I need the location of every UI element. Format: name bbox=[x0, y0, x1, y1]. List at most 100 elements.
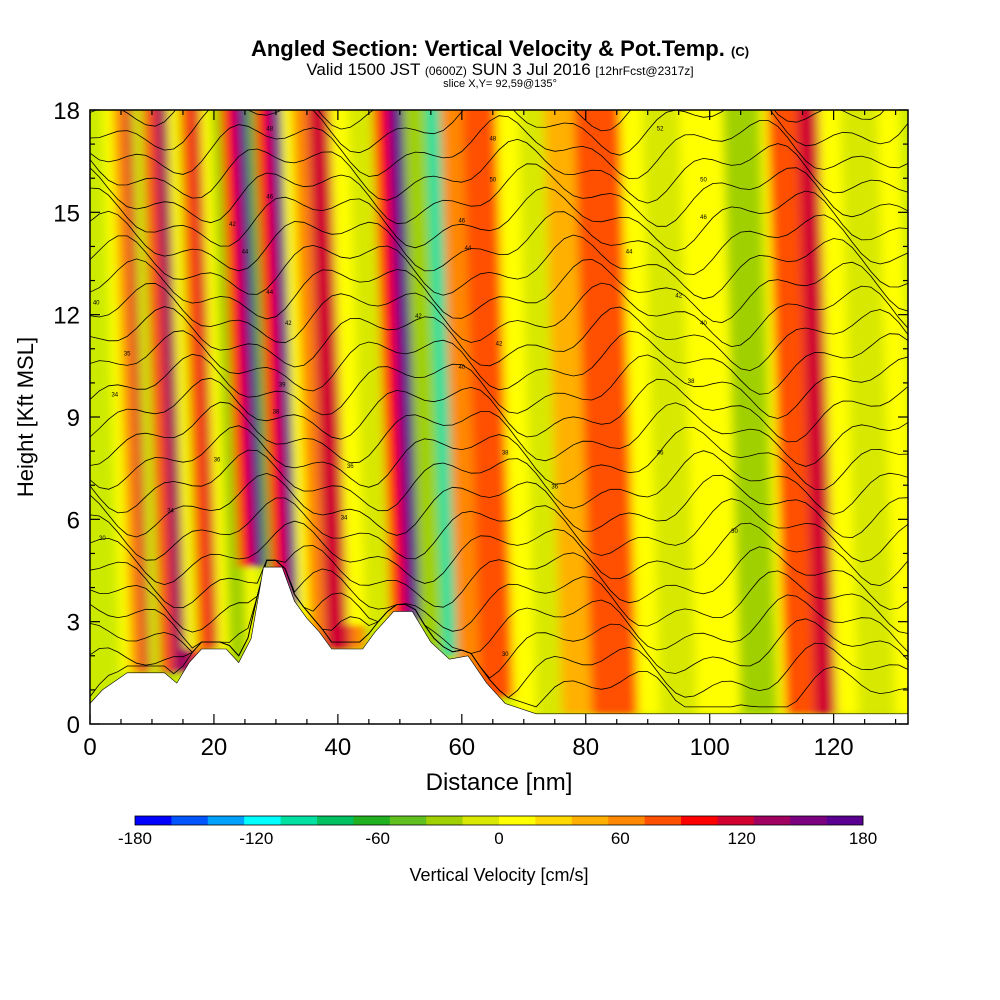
colorbar-segment bbox=[499, 816, 536, 825]
colorbar bbox=[134, 815, 864, 826]
theta-contour bbox=[90, 449, 908, 515]
x-tick-label: 120 bbox=[814, 734, 854, 761]
colorbar-tick-labels: -180 -120 -60 0 60 120 180 bbox=[118, 829, 877, 848]
colorbar-segment bbox=[280, 816, 318, 825]
y-tick-label: 3 bbox=[67, 610, 80, 637]
colorbar-label: Vertical Velocity [cm/s] bbox=[409, 865, 588, 885]
theta-contour bbox=[90, 353, 908, 419]
theta-contour bbox=[90, 115, 908, 180]
theta-contour bbox=[90, 163, 908, 227]
theta-contour bbox=[90, 545, 908, 610]
contour-label: 36 bbox=[214, 457, 221, 463]
x-tick-label: 80 bbox=[572, 734, 599, 761]
colorbar-segment bbox=[790, 816, 827, 825]
contour-label: 44 bbox=[242, 249, 249, 255]
theta-contour bbox=[90, 210, 908, 275]
colorbar-tick-label: 180 bbox=[849, 829, 877, 848]
x-axis-label: Distance [nm] bbox=[426, 769, 573, 796]
contour-label: 40 bbox=[93, 300, 100, 306]
colorbar-segment bbox=[644, 816, 682, 825]
contour-label: 34 bbox=[167, 509, 174, 515]
colorbar-segment bbox=[608, 816, 645, 825]
contour-label: 34 bbox=[111, 393, 118, 399]
colorbar-segment bbox=[207, 816, 245, 825]
theta-contour bbox=[90, 330, 908, 395]
theta-contours bbox=[90, 110, 908, 708]
contour-labels: 40 35 34 30 34 36 42 44 48 46 44 42 39 38 36 34 42 40 42 46… bbox=[93, 126, 739, 657]
theta-contour bbox=[90, 258, 908, 324]
colorbar-segment bbox=[571, 816, 609, 825]
x-tick-label: 100 bbox=[690, 734, 730, 761]
colorbar-tick-label: 60 bbox=[611, 829, 630, 848]
velocity-band bbox=[642, 110, 698, 714]
theta-contour bbox=[90, 186, 908, 252]
colorbar-tick-label: 0 bbox=[494, 829, 503, 848]
velocity-band bbox=[722, 110, 778, 714]
contour-label: 30 bbox=[731, 529, 738, 535]
theta-contour bbox=[90, 306, 908, 372]
y-tick-label: 12 bbox=[53, 303, 80, 330]
contour-label: 42 bbox=[229, 222, 236, 228]
y-tick-label: 6 bbox=[67, 507, 80, 534]
y-tick-labels: 0 3 6 9 12 15 18 bbox=[53, 98, 80, 739]
chart-subtitle: Valid 1500 JST (0600Z) SUN 3 Jul 2016 [1… bbox=[306, 60, 694, 79]
x-tick-label: 20 bbox=[201, 734, 228, 761]
theta-contour bbox=[90, 472, 908, 539]
colorbar-segment bbox=[753, 816, 791, 825]
x-tick-label: 40 bbox=[325, 734, 352, 761]
x-tick-labels: 0 20 40 60 80 100 120 bbox=[83, 734, 853, 761]
terrain bbox=[90, 566, 908, 724]
velocity-band bbox=[840, 110, 896, 714]
y-tick-label: 9 bbox=[67, 405, 80, 432]
velocity-bands bbox=[102, 110, 908, 714]
colorbar-segment bbox=[353, 816, 391, 825]
contour-label: 38 bbox=[688, 379, 695, 385]
slice-info: slice X,Y= 92,59@135° bbox=[443, 78, 557, 90]
contour-label: 36 bbox=[551, 485, 558, 491]
contour-label: 38 bbox=[502, 451, 509, 457]
contour-label: 44 bbox=[266, 290, 273, 296]
chart-title: Angled Section: Vertical Velocity & Pot.… bbox=[250, 36, 750, 61]
colorbar-segment bbox=[244, 816, 281, 825]
contour-label: 46 bbox=[458, 219, 465, 225]
y-tick-label: 18 bbox=[53, 98, 80, 125]
contour-label: 52 bbox=[657, 126, 664, 132]
colorbar-segment bbox=[462, 816, 500, 825]
contour-label: 48 bbox=[266, 126, 273, 132]
colorbar-segment bbox=[826, 816, 864, 825]
colorbar-tick-label: 120 bbox=[728, 829, 756, 848]
colorbar-segment bbox=[317, 816, 354, 825]
x-tick-label: 0 bbox=[83, 734, 96, 761]
contour-label: 42 bbox=[285, 321, 292, 327]
y-axis-label: Height [Kft MSL] bbox=[13, 337, 38, 497]
contour-label: 40 bbox=[458, 365, 465, 371]
theta-contour bbox=[90, 234, 908, 300]
colorbar-tick-label: -180 bbox=[118, 829, 152, 848]
contour-label: 44 bbox=[465, 246, 472, 252]
theta-contour bbox=[90, 497, 908, 563]
x-tick-label: 60 bbox=[448, 734, 475, 761]
contour-label: 46 bbox=[700, 215, 707, 221]
colorbar-segment bbox=[681, 816, 718, 825]
theta-contour bbox=[90, 425, 908, 491]
contour-label: 40 bbox=[700, 321, 707, 327]
contour-label: 48 bbox=[489, 137, 496, 143]
theta-contour bbox=[90, 520, 908, 587]
colorbar-segment bbox=[535, 816, 573, 825]
contour-label: 42 bbox=[675, 294, 682, 300]
colorbar-frame bbox=[134, 815, 864, 826]
theta-contour bbox=[90, 559, 908, 634]
contour-label: 46 bbox=[266, 195, 273, 201]
contour-label: 36 bbox=[657, 451, 664, 457]
theta-contour bbox=[90, 377, 908, 443]
plot-area: 40 35 34 30 34 36 42 44 48 46 44 42 39 38 36 34 42 40 42 46… bbox=[90, 110, 908, 724]
colorbar-tick-label: -60 bbox=[365, 829, 390, 848]
colorbar-segment bbox=[389, 816, 427, 825]
theta-contour bbox=[90, 138, 908, 204]
contour-label: 50 bbox=[489, 178, 496, 184]
axis-ticks bbox=[89, 109, 908, 725]
theta-contour bbox=[90, 401, 908, 467]
contour-label: 42 bbox=[415, 314, 422, 320]
theta-contour bbox=[90, 559, 908, 654]
